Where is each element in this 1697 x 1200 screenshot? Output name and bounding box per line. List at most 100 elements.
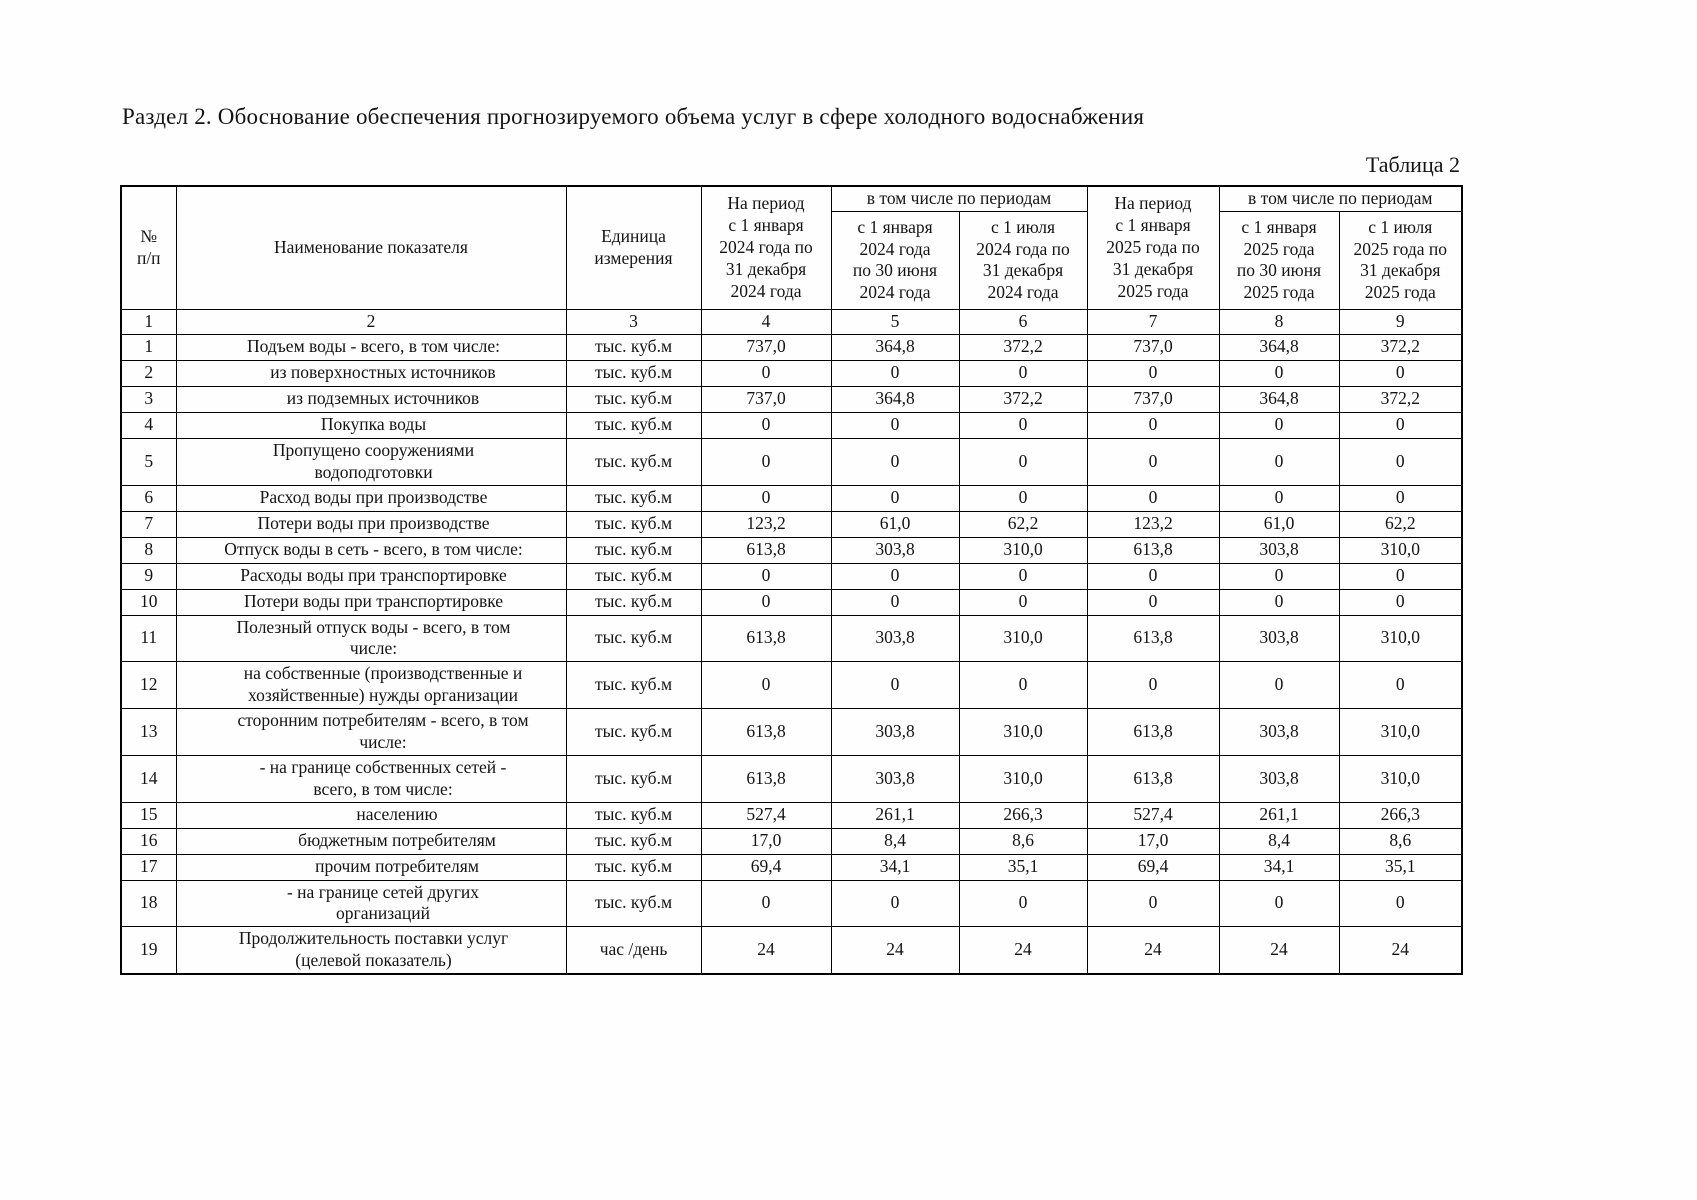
value-cell: 310,0 bbox=[1338, 754, 1463, 803]
value-cell: 0 bbox=[700, 359, 832, 387]
value-cell: 0 bbox=[958, 437, 1088, 486]
value-cell: 613,8 bbox=[1086, 708, 1220, 756]
table-row: 17 прочим потребителям тыс. куб.м 69,4 34,1 3… bbox=[120, 853, 1463, 881]
value-cell: 0 bbox=[830, 661, 960, 709]
value-cell: 266,3 bbox=[958, 801, 1088, 829]
value-cell: 613,8 bbox=[700, 754, 832, 803]
value-cell: 310,0 bbox=[1338, 614, 1463, 663]
indicator-name-cell: бюджетным потребителям bbox=[175, 827, 567, 855]
value-cell: 62,2 bbox=[958, 510, 1088, 538]
unit-cell: тыс. куб.м bbox=[565, 708, 702, 756]
value-cell: 0 bbox=[1218, 411, 1340, 439]
value-cell: 69,4 bbox=[1086, 853, 1220, 881]
table-row: 14- на границе собственных сетей - всего… bbox=[120, 754, 1463, 803]
header-period-2025: На период с 1 января 2025 года по 31 дек… bbox=[1086, 185, 1220, 310]
unit-cell: тыс. куб.м bbox=[565, 333, 702, 361]
table-row: 11 Полезный отпуск воды - всего, в том чи… bbox=[120, 614, 1463, 663]
value-cell: 0 bbox=[700, 411, 832, 439]
value-cell: 613,8 bbox=[700, 536, 832, 564]
table-header: № п/п Наименование показателя Единица из… bbox=[120, 185, 1463, 335]
unit-cell: тыс. куб.м bbox=[565, 879, 702, 928]
value-cell: 310,0 bbox=[958, 708, 1088, 756]
table-row: 3 из подземных источников тыс. куб.м 737,0 3… bbox=[120, 385, 1463, 413]
row-number-cell: 13 bbox=[120, 708, 177, 756]
value-cell: 0 bbox=[1338, 588, 1463, 616]
value-cell: 0 bbox=[958, 411, 1088, 439]
indicator-name-cell: из подземных источников bbox=[175, 385, 567, 413]
value-cell: 0 bbox=[700, 562, 832, 590]
value-cell: 0 bbox=[830, 562, 960, 590]
value-cell: 613,8 bbox=[700, 708, 832, 756]
value-cell: 0 bbox=[958, 359, 1088, 387]
value-cell: 17,0 bbox=[1086, 827, 1220, 855]
value-cell: 0 bbox=[958, 661, 1088, 709]
header-row-2: с 1 января 2024 года по 30 июня 2024 год… bbox=[121, 210, 1463, 310]
value-cell: 0 bbox=[1086, 411, 1220, 439]
table-row: 8 Отпуск воды в сеть - всего, в том числе… bbox=[120, 536, 1463, 564]
indicator-name-cell: Потери воды при транспортировке bbox=[175, 588, 567, 616]
table-row: 5 Пропущено сооружениями водоподготовки ты… bbox=[120, 437, 1463, 486]
value-cell: 0 bbox=[958, 879, 1088, 928]
unit-cell: тыс. куб.м bbox=[565, 411, 702, 439]
row-number-cell: 1 bbox=[120, 333, 177, 361]
value-cell: 0 bbox=[1086, 359, 1220, 387]
value-cell: 310,0 bbox=[958, 754, 1088, 803]
table-row: 6 Расход воды при производстве тыс. куб.м 0… bbox=[120, 484, 1463, 512]
indicator-name-cell: на собственные (производственные и хозяй… bbox=[175, 661, 567, 709]
table-row: 16 бюджетным потребителям тыс. куб.м 17,0 8,… bbox=[120, 827, 1463, 855]
value-cell: 613,8 bbox=[700, 614, 832, 663]
value-cell: 266,3 bbox=[1338, 801, 1463, 829]
row-number-cell: 3 bbox=[120, 385, 177, 413]
value-cell: 62,2 bbox=[1338, 510, 1463, 538]
indicator-name-cell: из поверхностных источников bbox=[175, 359, 567, 387]
indicator-name-cell: Подъем воды - всего, в том числе: bbox=[175, 333, 567, 361]
value-cell: 123,2 bbox=[1086, 510, 1220, 538]
value-cell: 303,8 bbox=[1218, 614, 1340, 663]
value-cell: 24 bbox=[1086, 926, 1220, 975]
section-title: Раздел 2. Обоснование обеспечения прогно… bbox=[122, 104, 1145, 129]
column-number-cell: 7 bbox=[1086, 308, 1220, 335]
table-row: 12 на собственные (производственные и хоз… bbox=[120, 661, 1463, 709]
value-cell: 303,8 bbox=[1218, 754, 1340, 803]
column-number-cell: 3 bbox=[565, 308, 702, 335]
unit-cell: тыс. куб.м bbox=[565, 359, 702, 387]
column-number-cell: 9 bbox=[1338, 308, 1463, 335]
value-cell: 310,0 bbox=[958, 536, 1088, 564]
indicator-name-cell: Продолжительность поставки услуг (целево… bbox=[175, 926, 567, 975]
value-cell: 0 bbox=[1338, 661, 1463, 709]
value-cell: 737,0 bbox=[700, 333, 832, 361]
value-cell: 24 bbox=[830, 926, 960, 975]
value-cell: 8,4 bbox=[830, 827, 960, 855]
value-cell: 0 bbox=[1218, 588, 1340, 616]
header-including-2025: в том числе по периодам bbox=[1218, 185, 1463, 212]
unit-cell: час /день bbox=[565, 926, 702, 975]
value-cell: 303,8 bbox=[830, 536, 960, 564]
value-cell: 303,8 bbox=[830, 614, 960, 663]
value-cell: 0 bbox=[830, 484, 960, 512]
unit-cell: тыс. куб.м bbox=[565, 385, 702, 413]
row-number-cell: 2 bbox=[120, 359, 177, 387]
value-cell: 261,1 bbox=[830, 801, 960, 829]
table-row: 1 Подъем воды - всего, в том числе: тыс. к… bbox=[120, 333, 1463, 361]
value-cell: 527,4 bbox=[1086, 801, 1220, 829]
value-cell: 8,4 bbox=[1218, 827, 1340, 855]
value-cell: 372,2 bbox=[958, 333, 1088, 361]
value-cell: 8,6 bbox=[958, 827, 1088, 855]
value-cell: 310,0 bbox=[1338, 708, 1463, 756]
table-body: 1 Подъем воды - всего, в том числе: тыс. к… bbox=[120, 333, 1463, 975]
indicator-name-cell: прочим потребителям bbox=[175, 853, 567, 881]
value-cell: 613,8 bbox=[1086, 614, 1220, 663]
value-cell: 0 bbox=[830, 588, 960, 616]
row-number-cell: 10 bbox=[120, 588, 177, 616]
value-cell: 527,4 bbox=[700, 801, 832, 829]
value-cell: 372,2 bbox=[1338, 333, 1463, 361]
value-cell: 303,8 bbox=[1218, 536, 1340, 564]
value-cell: 0 bbox=[830, 411, 960, 439]
unit-cell: тыс. куб.м bbox=[565, 437, 702, 486]
indicator-name-cell: Полезный отпуск воды - всего, в том числ… bbox=[175, 614, 567, 663]
value-cell: 0 bbox=[700, 588, 832, 616]
row-number-cell: 16 bbox=[120, 827, 177, 855]
column-number-cell: 5 bbox=[830, 308, 960, 335]
indicator-name-cell: Расход воды при производстве bbox=[175, 484, 567, 512]
